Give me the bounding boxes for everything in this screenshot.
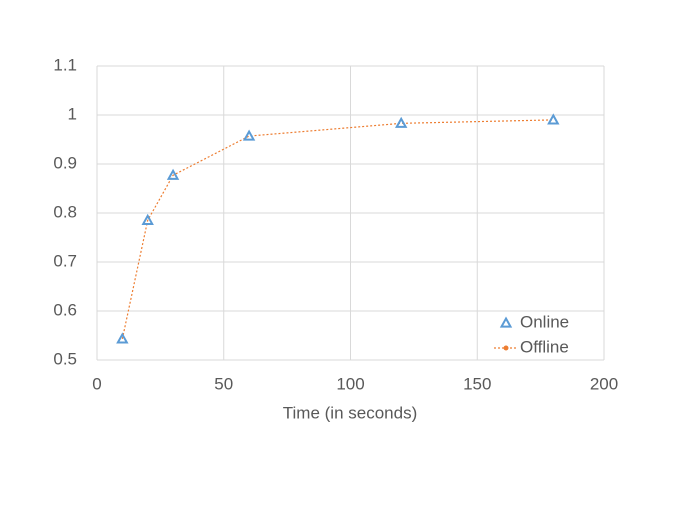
y-tick-label: 0.9 <box>53 153 77 172</box>
y-tick-label: 0.7 <box>53 251 77 270</box>
x-tick-label: 200 <box>590 374 618 393</box>
y-tick-label: 1 <box>68 104 77 123</box>
x-axis-label: Time (in seconds) <box>283 403 417 422</box>
legend-marker <box>499 316 513 328</box>
point <box>395 116 408 128</box>
point <box>116 332 129 344</box>
x-tick-label: 150 <box>463 374 491 393</box>
line <box>121 119 554 340</box>
x-tick-label: 100 <box>336 374 364 393</box>
x-tick-label: 50 <box>214 374 233 393</box>
point <box>242 129 256 141</box>
legend-marker <box>503 345 509 351</box>
legend-label: Online <box>520 312 569 331</box>
x-tick-label: 0 <box>92 374 101 393</box>
point <box>141 213 154 225</box>
y-tick-label: 0.6 <box>53 300 77 319</box>
point <box>547 113 560 125</box>
legend-label: Offline <box>520 337 569 356</box>
y-tick-label: 0.8 <box>53 202 77 221</box>
y-tick-label: 0.5 <box>53 349 77 368</box>
y-tick-label: 1.1 <box>53 55 77 74</box>
point <box>166 168 180 180</box>
